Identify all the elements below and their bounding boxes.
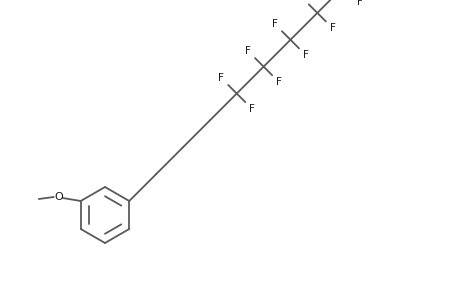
Text: F: F xyxy=(329,23,335,34)
Text: O: O xyxy=(54,192,63,202)
Text: F: F xyxy=(275,77,281,87)
Text: F: F xyxy=(298,0,304,2)
Text: F: F xyxy=(302,50,308,60)
Text: F: F xyxy=(245,46,251,56)
Text: F: F xyxy=(356,0,362,7)
Text: F: F xyxy=(218,73,224,83)
Text: F: F xyxy=(271,19,277,29)
Text: F: F xyxy=(249,104,255,114)
